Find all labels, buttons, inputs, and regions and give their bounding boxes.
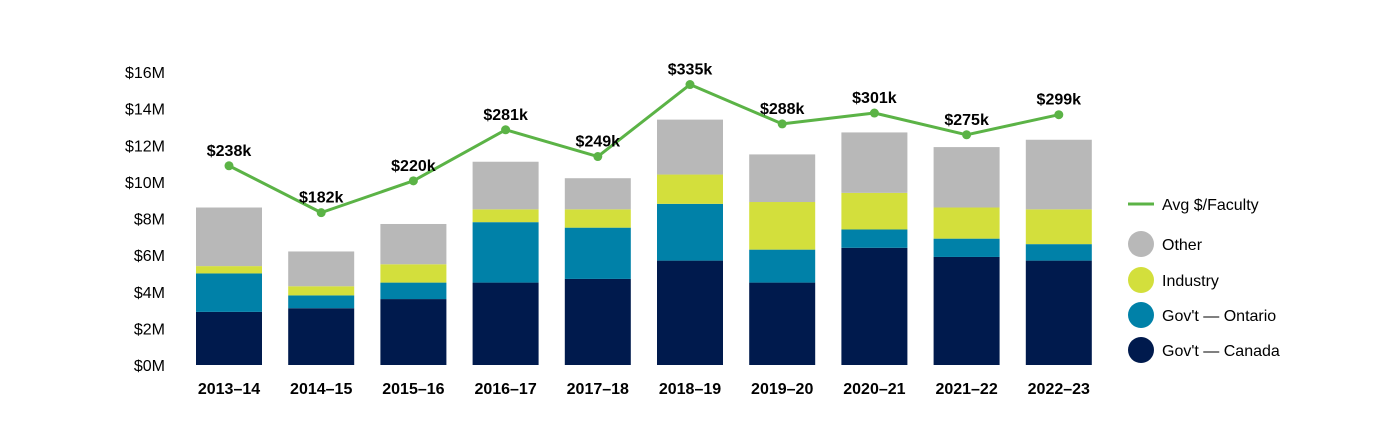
bar-segment — [657, 203, 723, 261]
bar-segment — [1025, 139, 1092, 210]
legend-dot-swatch — [1128, 267, 1154, 293]
avg-data-label: $281k — [483, 107, 528, 124]
avg-line-point — [593, 152, 603, 162]
bar-segment — [380, 264, 447, 283]
bar-segment — [288, 308, 355, 365]
x-tick-label: 2018–19 — [659, 381, 721, 398]
avg-line-point — [1054, 110, 1064, 120]
y-tick-label: $4M — [134, 285, 165, 302]
avg-per-faculty-line: $238k $182k $220k $281k $249k $335k $288k $301k… — [207, 62, 1081, 218]
avg-data-label: $249k — [576, 134, 621, 151]
bar-segment — [1025, 209, 1092, 245]
bar-segment — [657, 119, 723, 175]
avg-data-label: $182k — [299, 190, 344, 207]
stacked-bars — [196, 119, 1092, 365]
avg-line-point — [777, 119, 787, 129]
bar-segment — [288, 286, 355, 296]
bar-segment — [933, 207, 1000, 239]
bar-segment — [380, 299, 447, 365]
avg-data-label: $301k — [852, 90, 897, 107]
bar-segment — [472, 209, 539, 223]
avg-data-label: $288k — [760, 101, 805, 118]
bar-segment — [564, 209, 631, 228]
bar-segment — [841, 247, 908, 365]
bar-segment — [749, 249, 816, 283]
y-tick-label: $10M — [125, 175, 165, 192]
bar-segment — [472, 282, 539, 365]
bar-segment — [564, 278, 631, 365]
bar-segment — [1025, 260, 1092, 365]
x-tick-label: 2017–18 — [567, 381, 629, 398]
legend-dot-swatch — [1128, 337, 1154, 363]
bar-segment — [564, 227, 631, 279]
bar-segment — [841, 229, 908, 248]
legend-label: Industry — [1162, 273, 1219, 290]
legend-label: Avg $/Faculty — [1162, 197, 1259, 214]
bar-segment — [1025, 244, 1092, 261]
y-axis: $0M $2M $4M $6M $8M $10M $12M $14M $16M — [125, 65, 165, 375]
y-tick-label: $2M — [134, 321, 165, 338]
bar-segment — [749, 282, 816, 365]
bar-segment — [472, 222, 539, 283]
bar-segment — [472, 161, 539, 210]
x-tick-label: 2016–17 — [474, 381, 536, 398]
legend-dot-swatch — [1128, 231, 1154, 257]
bar-segment — [196, 266, 262, 274]
x-tick-label: 2020–21 — [843, 381, 905, 398]
x-tick-label: 2013–14 — [198, 381, 260, 398]
avg-data-label: $299k — [1037, 92, 1082, 109]
avg-line-point — [685, 80, 695, 90]
bar-segment — [288, 295, 355, 309]
bar-segment — [657, 260, 723, 365]
x-axis: 2013–14 2014–15 2015–16 2016–17 2017–18 2018–… — [198, 381, 1090, 398]
bar-segment — [841, 132, 908, 193]
bar-segment — [564, 178, 631, 210]
y-tick-label: $8M — [134, 212, 165, 229]
avg-line-point — [316, 208, 326, 218]
x-tick-label: 2015–16 — [382, 381, 444, 398]
x-tick-label: 2022–23 — [1028, 381, 1090, 398]
legend-label: Gov't — Ontario — [1162, 308, 1276, 325]
bar-segment — [196, 311, 262, 365]
y-tick-label: $14M — [125, 102, 165, 119]
bar-segment — [933, 147, 1000, 208]
avg-line-path — [228, 83, 1060, 215]
x-tick-label: 2014–15 — [290, 381, 352, 398]
y-tick-label: $6M — [134, 248, 165, 265]
bar-segment — [933, 238, 1000, 257]
x-tick-label: 2021–22 — [935, 381, 997, 398]
avg-line-point — [224, 161, 234, 171]
bar-segment — [288, 251, 355, 287]
y-tick-label: $0M — [134, 358, 165, 375]
avg-line-point — [408, 176, 418, 186]
bar-segment — [749, 154, 816, 203]
bar-segment — [196, 207, 262, 267]
legend-dot-swatch — [1128, 302, 1154, 328]
y-tick-label: $12M — [125, 138, 165, 155]
bar-segment — [841, 192, 908, 230]
bar-segment — [380, 223, 447, 265]
x-tick-label: 2019–20 — [751, 381, 813, 398]
avg-line-point — [869, 108, 879, 118]
legend-label: Gov't — Canada — [1162, 343, 1280, 360]
bar-segment — [749, 202, 816, 250]
avg-line-point — [501, 125, 511, 135]
bar-segment — [196, 273, 262, 312]
legend-label: Other — [1162, 237, 1203, 254]
y-tick-label: $16M — [125, 65, 165, 82]
bar-segment — [657, 174, 723, 204]
avg-data-label: $335k — [668, 62, 713, 79]
bar-segment — [933, 256, 1000, 365]
avg-data-label: $220k — [391, 158, 436, 175]
bar-segment — [380, 282, 447, 300]
avg-data-label: $275k — [944, 112, 989, 129]
avg-line-point — [962, 130, 972, 140]
legend: Avg $/Faculty Other Industry Gov't — Ontari… — [1128, 197, 1280, 363]
avg-data-label: $238k — [207, 143, 252, 160]
